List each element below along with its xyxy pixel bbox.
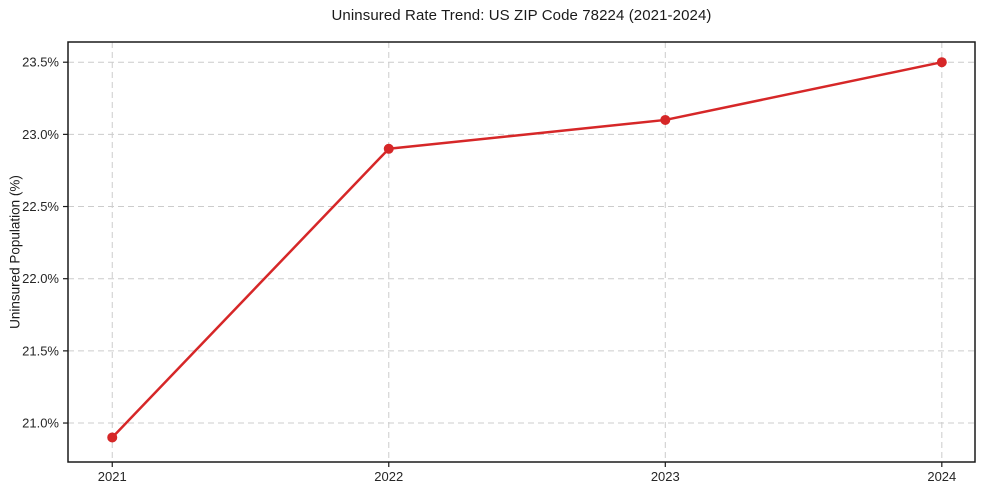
data-point-2023	[660, 114, 671, 125]
plot-border	[67, 41, 976, 463]
y-axis-label: Uninsured Population (%)	[7, 175, 23, 329]
y-tick-label: 22.5%	[22, 199, 59, 214]
y-tick-label: 21.5%	[22, 343, 59, 358]
y-tick-label: 23.0%	[22, 127, 59, 142]
data-point-2024	[936, 57, 947, 68]
x-tick-label: 2024	[927, 469, 956, 484]
y-tick-label: 22.0%	[22, 271, 59, 286]
chart-title: Uninsured Rate Trend: US ZIP Code 78224 …	[331, 7, 712, 24]
y-tick-label: 21.0%	[22, 416, 59, 431]
x-tick-label: 2021	[98, 469, 127, 484]
x-tick-label: 2023	[651, 469, 680, 484]
x-tick-label: 2022	[374, 469, 403, 484]
data-point-2022	[383, 143, 394, 154]
y-tick-label: 23.5%	[22, 55, 59, 70]
data-point-2021	[107, 432, 118, 443]
trend-line	[110, 60, 944, 439]
